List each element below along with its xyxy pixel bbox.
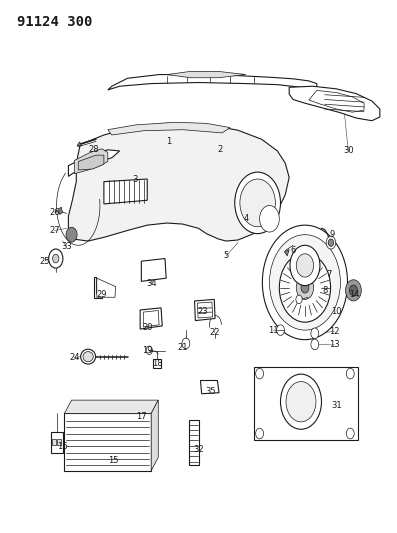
Text: 19: 19 bbox=[142, 346, 152, 355]
Text: 14: 14 bbox=[349, 289, 359, 298]
Text: 13: 13 bbox=[329, 341, 340, 350]
Circle shape bbox=[326, 236, 336, 249]
Polygon shape bbox=[74, 149, 108, 174]
Polygon shape bbox=[153, 359, 161, 368]
Text: 12: 12 bbox=[329, 327, 340, 336]
Circle shape bbox=[260, 206, 279, 232]
Text: 15: 15 bbox=[108, 456, 119, 465]
Polygon shape bbox=[68, 150, 119, 176]
Text: 2: 2 bbox=[218, 146, 223, 155]
Circle shape bbox=[296, 276, 314, 300]
Circle shape bbox=[256, 428, 264, 439]
Text: 7: 7 bbox=[326, 270, 331, 279]
Polygon shape bbox=[284, 249, 289, 256]
Circle shape bbox=[277, 325, 284, 335]
Text: 22: 22 bbox=[209, 328, 220, 337]
Ellipse shape bbox=[81, 349, 96, 364]
Circle shape bbox=[346, 368, 354, 379]
Text: 10: 10 bbox=[331, 307, 342, 316]
Polygon shape bbox=[64, 400, 158, 414]
Circle shape bbox=[286, 382, 316, 422]
Circle shape bbox=[235, 172, 281, 233]
Circle shape bbox=[311, 339, 319, 350]
Circle shape bbox=[270, 235, 340, 330]
Text: 5: 5 bbox=[224, 252, 229, 261]
Polygon shape bbox=[97, 278, 116, 297]
Polygon shape bbox=[108, 75, 317, 90]
Polygon shape bbox=[104, 179, 147, 204]
Polygon shape bbox=[200, 381, 219, 394]
Circle shape bbox=[328, 239, 334, 246]
Text: 3: 3 bbox=[133, 174, 138, 183]
Text: 35: 35 bbox=[205, 386, 216, 395]
Polygon shape bbox=[167, 71, 246, 78]
Circle shape bbox=[53, 254, 59, 263]
Text: 23: 23 bbox=[197, 307, 208, 316]
Circle shape bbox=[296, 254, 314, 277]
Circle shape bbox=[279, 253, 331, 322]
Bar bbox=[57, 439, 61, 445]
Polygon shape bbox=[151, 400, 158, 471]
Text: 24: 24 bbox=[69, 353, 79, 362]
Circle shape bbox=[182, 338, 190, 349]
Text: 27: 27 bbox=[49, 226, 60, 235]
Bar bbox=[64, 414, 151, 471]
Circle shape bbox=[345, 280, 361, 301]
Polygon shape bbox=[108, 122, 230, 135]
Polygon shape bbox=[94, 277, 102, 298]
Bar bbox=[52, 439, 56, 445]
Text: 29: 29 bbox=[96, 289, 107, 298]
Text: 1: 1 bbox=[166, 138, 172, 147]
Bar bbox=[189, 420, 198, 465]
Polygon shape bbox=[195, 300, 215, 320]
Text: 9: 9 bbox=[330, 230, 335, 239]
Text: 17: 17 bbox=[136, 411, 146, 421]
Text: 91124 300: 91124 300 bbox=[17, 14, 93, 29]
Text: 30: 30 bbox=[343, 147, 354, 156]
Text: 6: 6 bbox=[291, 246, 296, 255]
Circle shape bbox=[240, 179, 276, 227]
Circle shape bbox=[256, 368, 264, 379]
Text: 21: 21 bbox=[177, 343, 188, 352]
Text: 25: 25 bbox=[40, 257, 50, 265]
Bar bbox=[51, 432, 63, 453]
Ellipse shape bbox=[83, 352, 93, 362]
Text: 18: 18 bbox=[152, 359, 162, 367]
Text: 28: 28 bbox=[89, 146, 99, 155]
Circle shape bbox=[281, 374, 322, 429]
Text: 11: 11 bbox=[268, 326, 279, 335]
Polygon shape bbox=[289, 86, 380, 120]
Circle shape bbox=[49, 249, 63, 268]
Circle shape bbox=[66, 227, 77, 242]
Text: 26: 26 bbox=[49, 208, 60, 217]
Polygon shape bbox=[68, 123, 289, 241]
Text: 16: 16 bbox=[57, 442, 68, 451]
Circle shape bbox=[290, 245, 320, 286]
Circle shape bbox=[349, 285, 357, 296]
Polygon shape bbox=[58, 207, 62, 215]
Circle shape bbox=[146, 346, 152, 354]
Text: 33: 33 bbox=[61, 242, 72, 251]
Text: 31: 31 bbox=[331, 401, 342, 410]
Circle shape bbox=[346, 428, 354, 439]
Text: 34: 34 bbox=[146, 279, 156, 288]
Polygon shape bbox=[77, 142, 82, 146]
Polygon shape bbox=[141, 259, 166, 281]
Polygon shape bbox=[78, 155, 104, 170]
Polygon shape bbox=[140, 308, 162, 329]
Text: 4: 4 bbox=[243, 214, 249, 223]
Bar bbox=[254, 367, 358, 440]
Circle shape bbox=[311, 328, 319, 338]
Text: 32: 32 bbox=[193, 445, 204, 454]
Text: 8: 8 bbox=[322, 286, 328, 295]
Text: 20: 20 bbox=[142, 323, 152, 332]
Circle shape bbox=[301, 282, 309, 293]
Circle shape bbox=[296, 295, 302, 304]
Circle shape bbox=[262, 225, 347, 340]
